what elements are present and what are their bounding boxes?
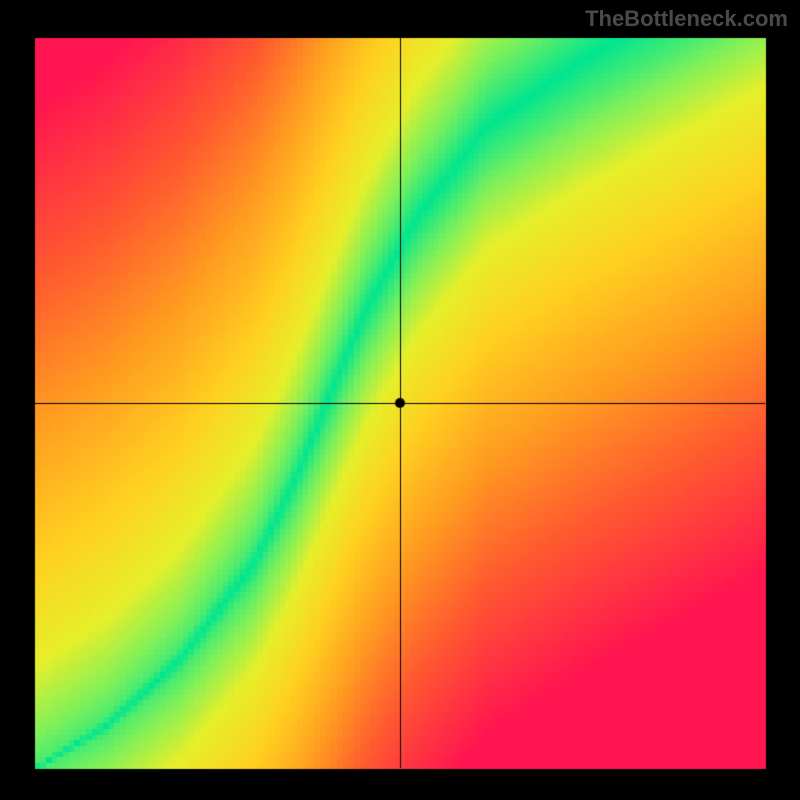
chart-container: TheBottleneck.com [0,0,800,800]
heatmap-canvas [0,0,800,800]
watermark-text: TheBottleneck.com [585,6,788,32]
